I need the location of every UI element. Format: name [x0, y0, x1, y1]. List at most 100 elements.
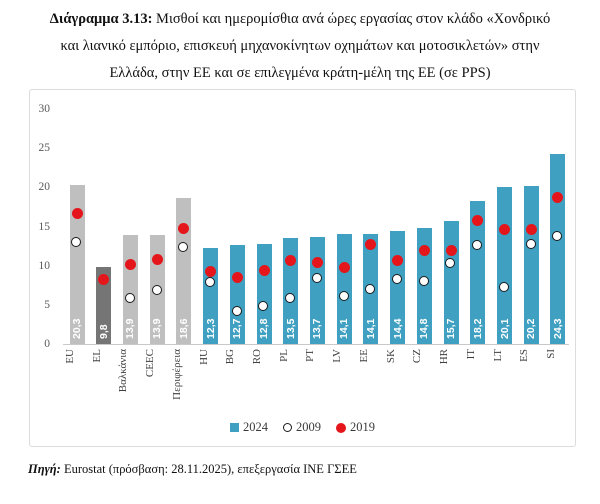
point-2019 — [552, 192, 564, 204]
bar-value-label: 13,7 — [311, 318, 324, 339]
x-axis-label: ES — [518, 349, 531, 362]
bar-2024 — [69, 184, 85, 344]
legend-item-2019: 2019 — [336, 420, 375, 435]
source-note: Πηγή: Eurostat (πρόσβαση: 28.11.2025), ε… — [28, 462, 357, 477]
point-2009 — [552, 231, 563, 242]
x-axis-label: HU — [197, 349, 210, 365]
red-dot-icon — [336, 422, 346, 433]
point-2009 — [418, 275, 429, 286]
point-2009 — [124, 292, 135, 303]
bar-2024 — [229, 244, 245, 344]
plot-area: 0 5 10 15 20 25 30 20,3 EU 9,8 EL 13,9 Βαλκάνια 13,9 C… — [30, 90, 575, 446]
x-axis-label: Περιφέρεια — [170, 349, 183, 400]
x-axis-label: IT — [464, 349, 477, 360]
x-axis-label: CEEC — [144, 349, 157, 378]
x-axis-line — [63, 344, 569, 345]
open-circle-icon — [283, 423, 292, 432]
point-2019 — [392, 255, 404, 267]
y-axis-tick-label: 5 — [44, 298, 50, 311]
point-2009 — [498, 282, 509, 292]
bar-value-label: 20,2 — [525, 318, 538, 339]
point-2019 — [338, 261, 350, 273]
point-2009 — [205, 277, 215, 288]
y-axis-tick-label: 15 — [38, 220, 51, 233]
point-2019 — [285, 254, 297, 266]
legend-label-2019: 2019 — [350, 420, 375, 434]
bar-2024 — [176, 198, 192, 344]
y-axis-tick-label: 25 — [38, 142, 51, 155]
x-axis-label: SK — [384, 349, 397, 364]
point-2019 — [418, 245, 430, 257]
point-2019 — [178, 222, 190, 234]
bar-value-label: 20,1 — [498, 318, 511, 339]
x-axis-label: PT — [304, 349, 317, 362]
bar-value-label: 14,1 — [364, 318, 377, 339]
bar-value-label: 14,1 — [338, 318, 351, 339]
point-2019 — [472, 214, 484, 226]
y-axis-tick-label: 0 — [44, 338, 50, 350]
x-axis-label: PL — [277, 349, 290, 362]
point-2019 — [525, 224, 537, 236]
x-axis-label: EL — [90, 349, 103, 363]
chart-title-prefix: Διάγραμμα 3.13: — [49, 11, 153, 27]
point-2009 — [338, 291, 349, 302]
y-axis-tick-label: 10 — [38, 259, 51, 272]
point-2019 — [151, 253, 163, 265]
point-2009 — [392, 274, 403, 285]
point-2009 — [258, 300, 269, 311]
bar-value-label: 12,7 — [231, 318, 244, 339]
source-text: Eurostat (πρόσβαση: 28.11.2025), επεξεργ… — [60, 462, 357, 476]
point-2009 — [151, 285, 162, 296]
bar-value-label: 14,4 — [391, 318, 404, 339]
point-2019 — [365, 239, 377, 251]
bar-value-label: 15,7 — [445, 318, 458, 339]
bar-value-label: 14,8 — [418, 318, 431, 339]
bar-2024 — [336, 233, 352, 344]
bar-value-label: 9,8 — [97, 324, 110, 339]
y-axis-tick-label: 30 — [38, 103, 51, 115]
point-2019 — [98, 274, 110, 286]
legend-label-2009: 2009 — [296, 420, 321, 434]
legend-item-2024: 2024 — [230, 420, 268, 435]
point-2009 — [285, 292, 296, 303]
point-2019 — [311, 257, 323, 269]
chart-title-line-2: και λιανικό εμπόριο, επισκευή μηχανοκίνη… — [60, 38, 540, 54]
bar-value-label: 24,3 — [551, 318, 564, 339]
chart-title-line-3: Ελλάδα, στην ΕΕ και σε επιλεγμένα κράτη-… — [109, 65, 491, 81]
legend-item-2009: 2009 — [283, 420, 321, 435]
point-2009 — [178, 242, 189, 253]
x-axis-label: LT — [491, 349, 504, 362]
point-2019 — [499, 224, 511, 236]
x-axis-label: EE — [357, 349, 370, 363]
point-2009 — [472, 239, 483, 250]
bar-2024 — [470, 201, 486, 344]
point-2009 — [231, 306, 242, 317]
bar-value-label: 20,3 — [71, 318, 83, 339]
x-axis-label: Βαλκάνια — [117, 349, 130, 393]
point-2009 — [445, 257, 456, 268]
point-2009 — [365, 283, 376, 294]
bar-value-label: 13,9 — [151, 318, 164, 339]
chart-panel: 0 5 10 15 20 25 30 20,3 EU 9,8 EL 13,9 Βαλκάνια 13,9 C… — [29, 89, 576, 447]
x-axis-label: SI — [544, 349, 557, 359]
point-2019 — [445, 245, 457, 257]
bar-2024 — [96, 267, 112, 344]
point-2009 — [311, 273, 322, 284]
point-2009 — [71, 236, 82, 247]
bar-2024 — [416, 228, 432, 344]
point-2019 — [258, 264, 270, 276]
bar-value-label: 12,3 — [204, 318, 217, 339]
point-2019 — [124, 258, 136, 270]
chart-title-line-1: Διάγραμμα 3.13: Μισθοί και ημερομίσθια α… — [49, 11, 551, 27]
legend-label-2024: 2024 — [243, 420, 268, 434]
chart-legend: 2024 2009 2019 — [30, 420, 575, 435]
point-2019 — [231, 271, 243, 283]
point-2019 — [71, 207, 83, 219]
x-axis-label: RO — [251, 349, 264, 365]
x-axis-label: CZ — [411, 349, 424, 364]
chart-title: Διάγραμμα 3.13: Μισθοί και ημερομίσθια α… — [0, 6, 600, 87]
x-axis-label: LV — [331, 349, 344, 363]
bar-value-label: 18,6 — [177, 318, 190, 339]
point-2009 — [525, 238, 536, 249]
